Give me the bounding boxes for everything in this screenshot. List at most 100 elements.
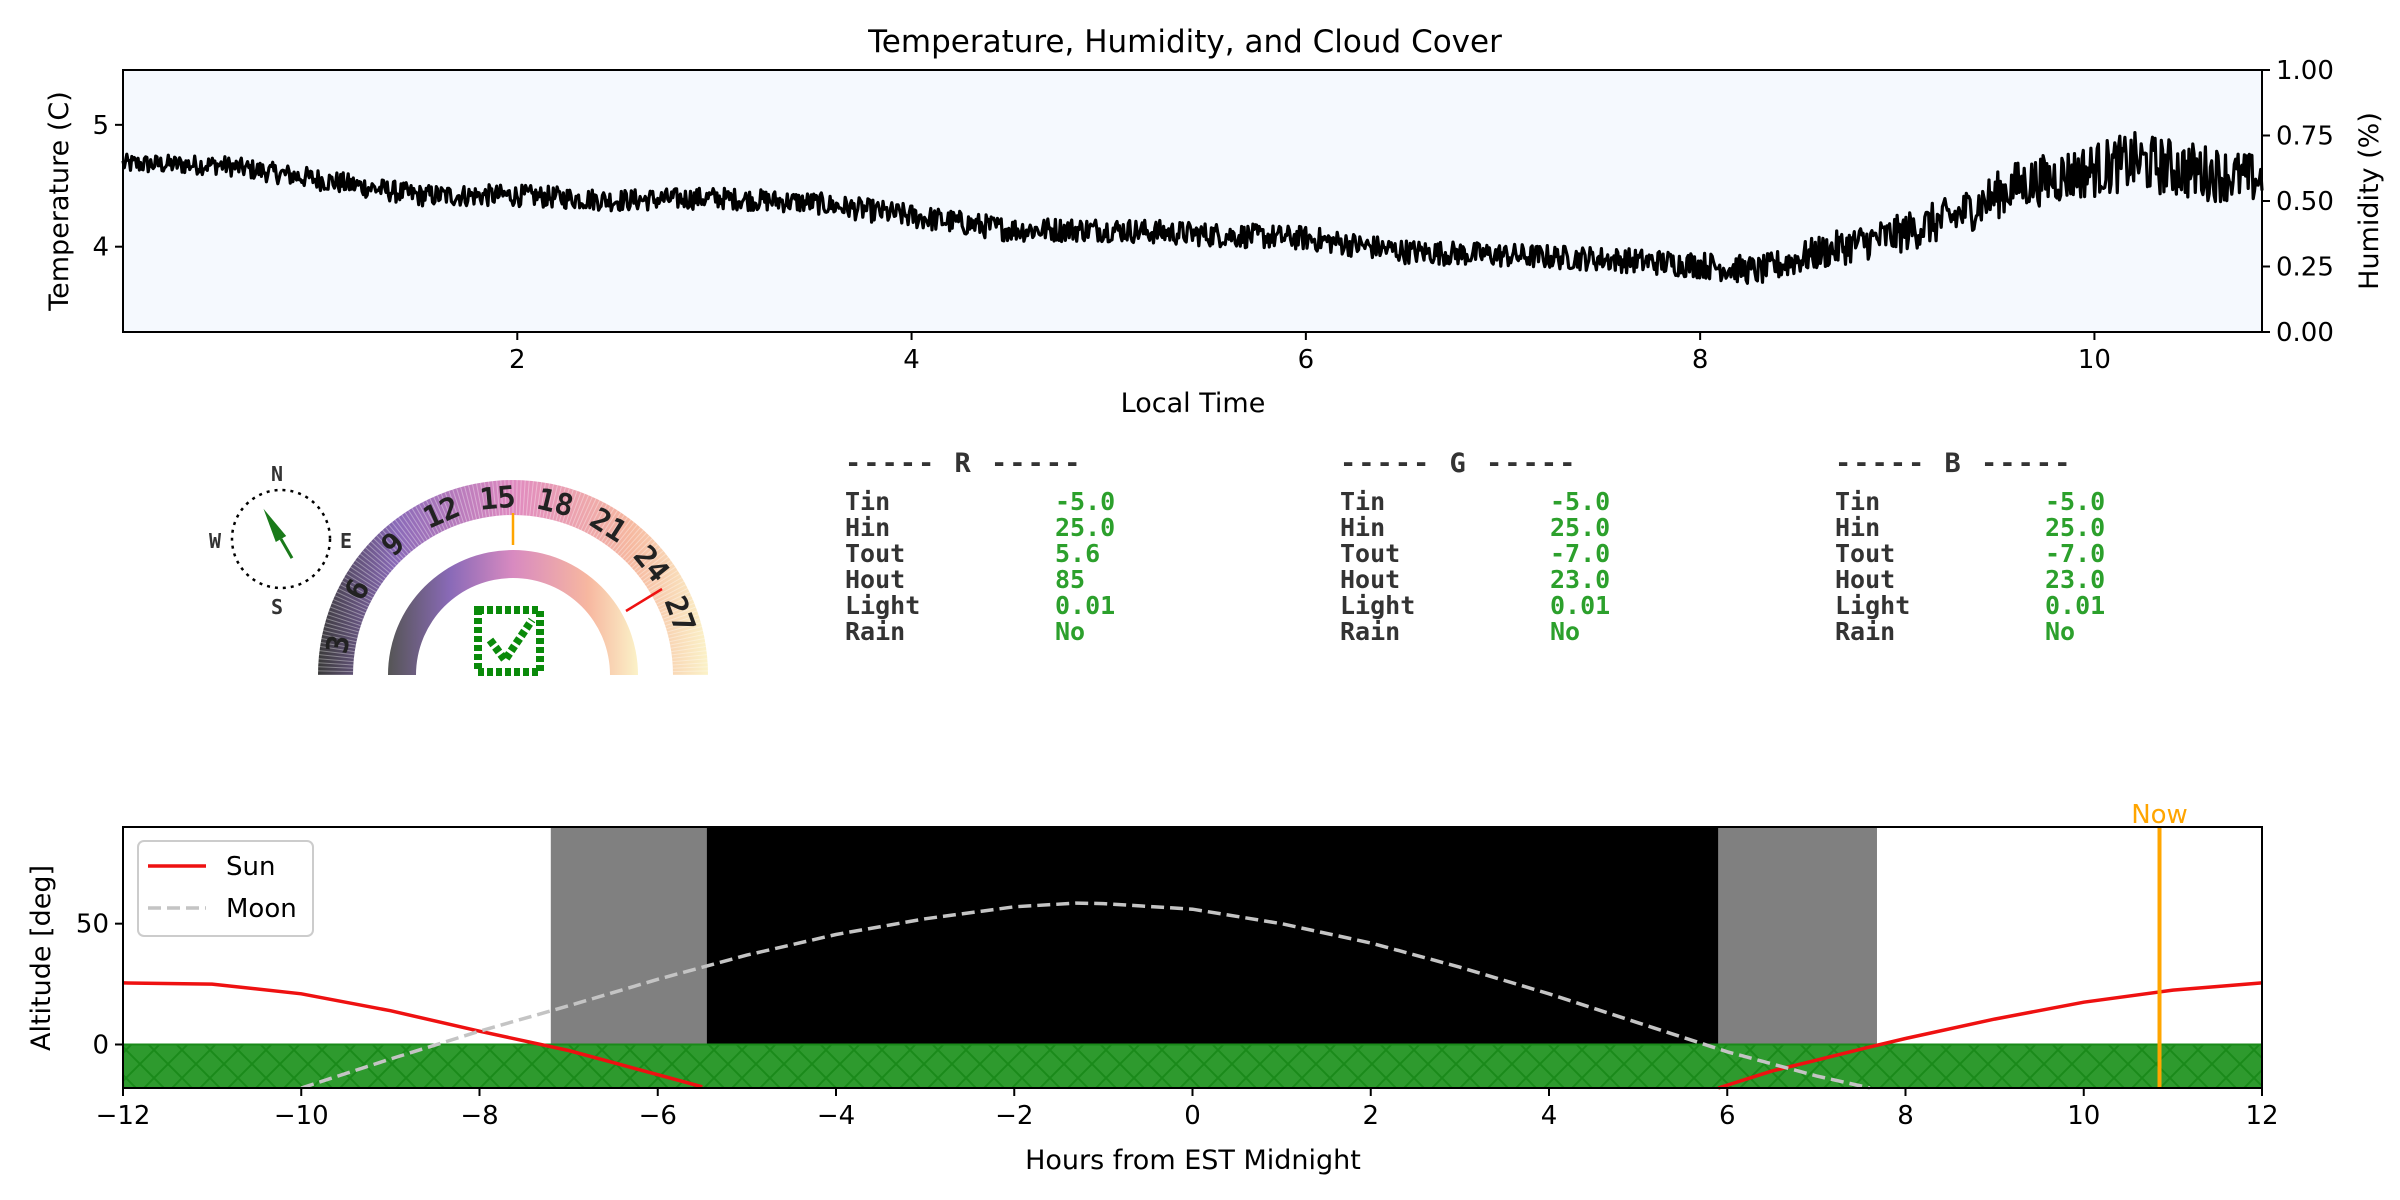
panel-b-row: Tout -7.0	[1835, 541, 2105, 567]
thermometer-tick	[394, 519, 417, 548]
thermometer-tick	[601, 512, 622, 542]
panel-b-row: Tin -5.0	[1835, 489, 2105, 515]
thermometer-tick	[619, 529, 644, 557]
thermometer-tick	[320, 646, 355, 653]
thermometer-tick	[622, 532, 647, 559]
thermometer-tick	[331, 602, 365, 617]
thermometer-tick	[532, 481, 538, 517]
panel-g-value: 0.01	[1550, 591, 1611, 620]
thermometer-tick	[668, 630, 703, 639]
thermometer-tick	[318, 658, 354, 663]
thermometer-tick	[670, 642, 706, 649]
compass-north: N	[271, 462, 283, 486]
legend-sun-label: Sun	[226, 852, 275, 882]
thermometer-tick	[318, 662, 354, 666]
thermometer-tick	[631, 544, 659, 569]
panel-g-label: Light	[1340, 591, 1416, 620]
humidity-y-tick-label: 0.75	[2276, 122, 2334, 152]
thermometer-tick	[672, 666, 708, 669]
thermometer-red-marker	[625, 587, 663, 613]
thermometer-label: 3	[320, 632, 358, 656]
panel-b: ----- B ----- Tin -5.0 Hin 25.0 Tout -7.0 H…	[1835, 448, 2105, 645]
panel-g-header: ----- G -----	[1340, 448, 1578, 479]
thermometer-tick	[642, 559, 672, 582]
altitude-x-tick-label: −4	[817, 1101, 855, 1131]
temp-y-tick-label: 4	[92, 233, 109, 263]
thermometer-tick	[598, 510, 618, 541]
temp-y-axis: 45	[92, 111, 123, 263]
thermometer-tick	[480, 482, 487, 518]
panel-g-row: Rain No	[1340, 619, 1610, 645]
humidity-y-axis: 0.00 0.25 0.50 0.75 1.00	[2262, 56, 2334, 348]
thermometer-tick	[672, 670, 709, 673]
thermometer-tick	[345, 573, 377, 593]
thermometer-tick	[614, 524, 638, 553]
thermometer-tick	[624, 535, 650, 562]
thermometer-tick	[385, 527, 409, 555]
altitude-x-tick-label: 0	[1184, 1101, 1201, 1131]
thermometer-tick	[646, 566, 676, 587]
temp-x-axis-label: Local Time	[1121, 388, 1266, 419]
panel-r-value: -5.0	[1055, 487, 1116, 516]
thermometer-tick	[496, 480, 501, 516]
thermometer-outer-arc	[318, 480, 708, 675]
thermometer-tick	[321, 638, 356, 646]
thermometer-tick	[672, 654, 707, 659]
thermometer-tick	[350, 566, 380, 587]
thermometer-tick	[376, 535, 402, 562]
panel-g-row: Hin 25.0	[1340, 515, 1610, 541]
thermometer-tick	[492, 481, 497, 516]
panel-g-label: Hin	[1340, 513, 1386, 542]
panel-g-row: Tin -5.0	[1340, 489, 1610, 515]
thermometer-tick	[549, 485, 558, 520]
altitude-x-tick-label: 10	[2067, 1101, 2100, 1131]
altitude-x-tick-label: 8	[1897, 1101, 1914, 1131]
thermometer-tick	[472, 484, 481, 519]
panel-b-value: 25.0	[2045, 513, 2106, 542]
thermometer-tick	[580, 498, 597, 531]
panel-r-row: Tin -5.0	[845, 489, 1115, 515]
thermometer-tick	[348, 570, 379, 590]
panel-g-value: -7.0	[1550, 539, 1611, 568]
panel-r-value: 0.01	[1055, 591, 1116, 620]
compass-west: W	[209, 529, 222, 553]
thermometer-tick	[595, 507, 615, 539]
thermometer-tick	[484, 482, 491, 517]
temp-x-axis: 2 4 6 8 10	[509, 332, 2111, 375]
panel-r-label: Hin	[845, 513, 891, 542]
panel-b-label: Tin	[1835, 487, 1881, 516]
thermometer-tick	[606, 516, 629, 546]
thermometer-tick	[617, 527, 641, 555]
compass-dial	[230, 488, 332, 590]
panel-g-row: Light 0.01	[1340, 593, 1610, 619]
thermometer-tick	[334, 595, 368, 611]
panel-r-header: ----- R -----	[845, 448, 1083, 479]
thermometer-tick	[508, 479, 511, 516]
checkbox-icon	[474, 606, 544, 676]
thermometer-outer-ticks	[317, 479, 709, 676]
chart-title: Temperature, Humidity, and Cloud Cover	[867, 24, 1502, 60]
thermometer-tick	[519, 480, 522, 516]
thermometer-tick	[436, 495, 452, 528]
altitude-x-tick-label: −2	[995, 1101, 1033, 1131]
thermometer-tick	[411, 507, 431, 539]
thermometer-tick	[367, 544, 395, 569]
thermometer-tick	[660, 598, 693, 614]
thermometer-tick	[654, 584, 687, 602]
thermometer-tick	[577, 496, 593, 530]
panel-g: ----- G ----- Tin -5.0 Hin 25.0 Tout -7.0 H…	[1340, 448, 1610, 645]
panel-b-value: -7.0	[2045, 539, 2106, 568]
panel-g-value: 25.0	[1550, 513, 1611, 542]
thermometer-tick	[586, 501, 604, 534]
thermometer-tick	[328, 610, 363, 623]
temp-x-tick-label: 8	[1692, 345, 1709, 375]
thermometer-tick	[525, 480, 530, 516]
thermometer-tick	[330, 606, 364, 620]
thermometer-tick	[322, 634, 357, 643]
panel-r-label: Tin	[845, 487, 891, 516]
thermometer-tick	[571, 493, 586, 527]
panel-r-label: Rain	[845, 617, 906, 646]
humidity-y-tick-label: 0.50	[2276, 187, 2334, 217]
thermometer-tick	[635, 550, 664, 574]
thermometer-tick	[333, 598, 366, 614]
